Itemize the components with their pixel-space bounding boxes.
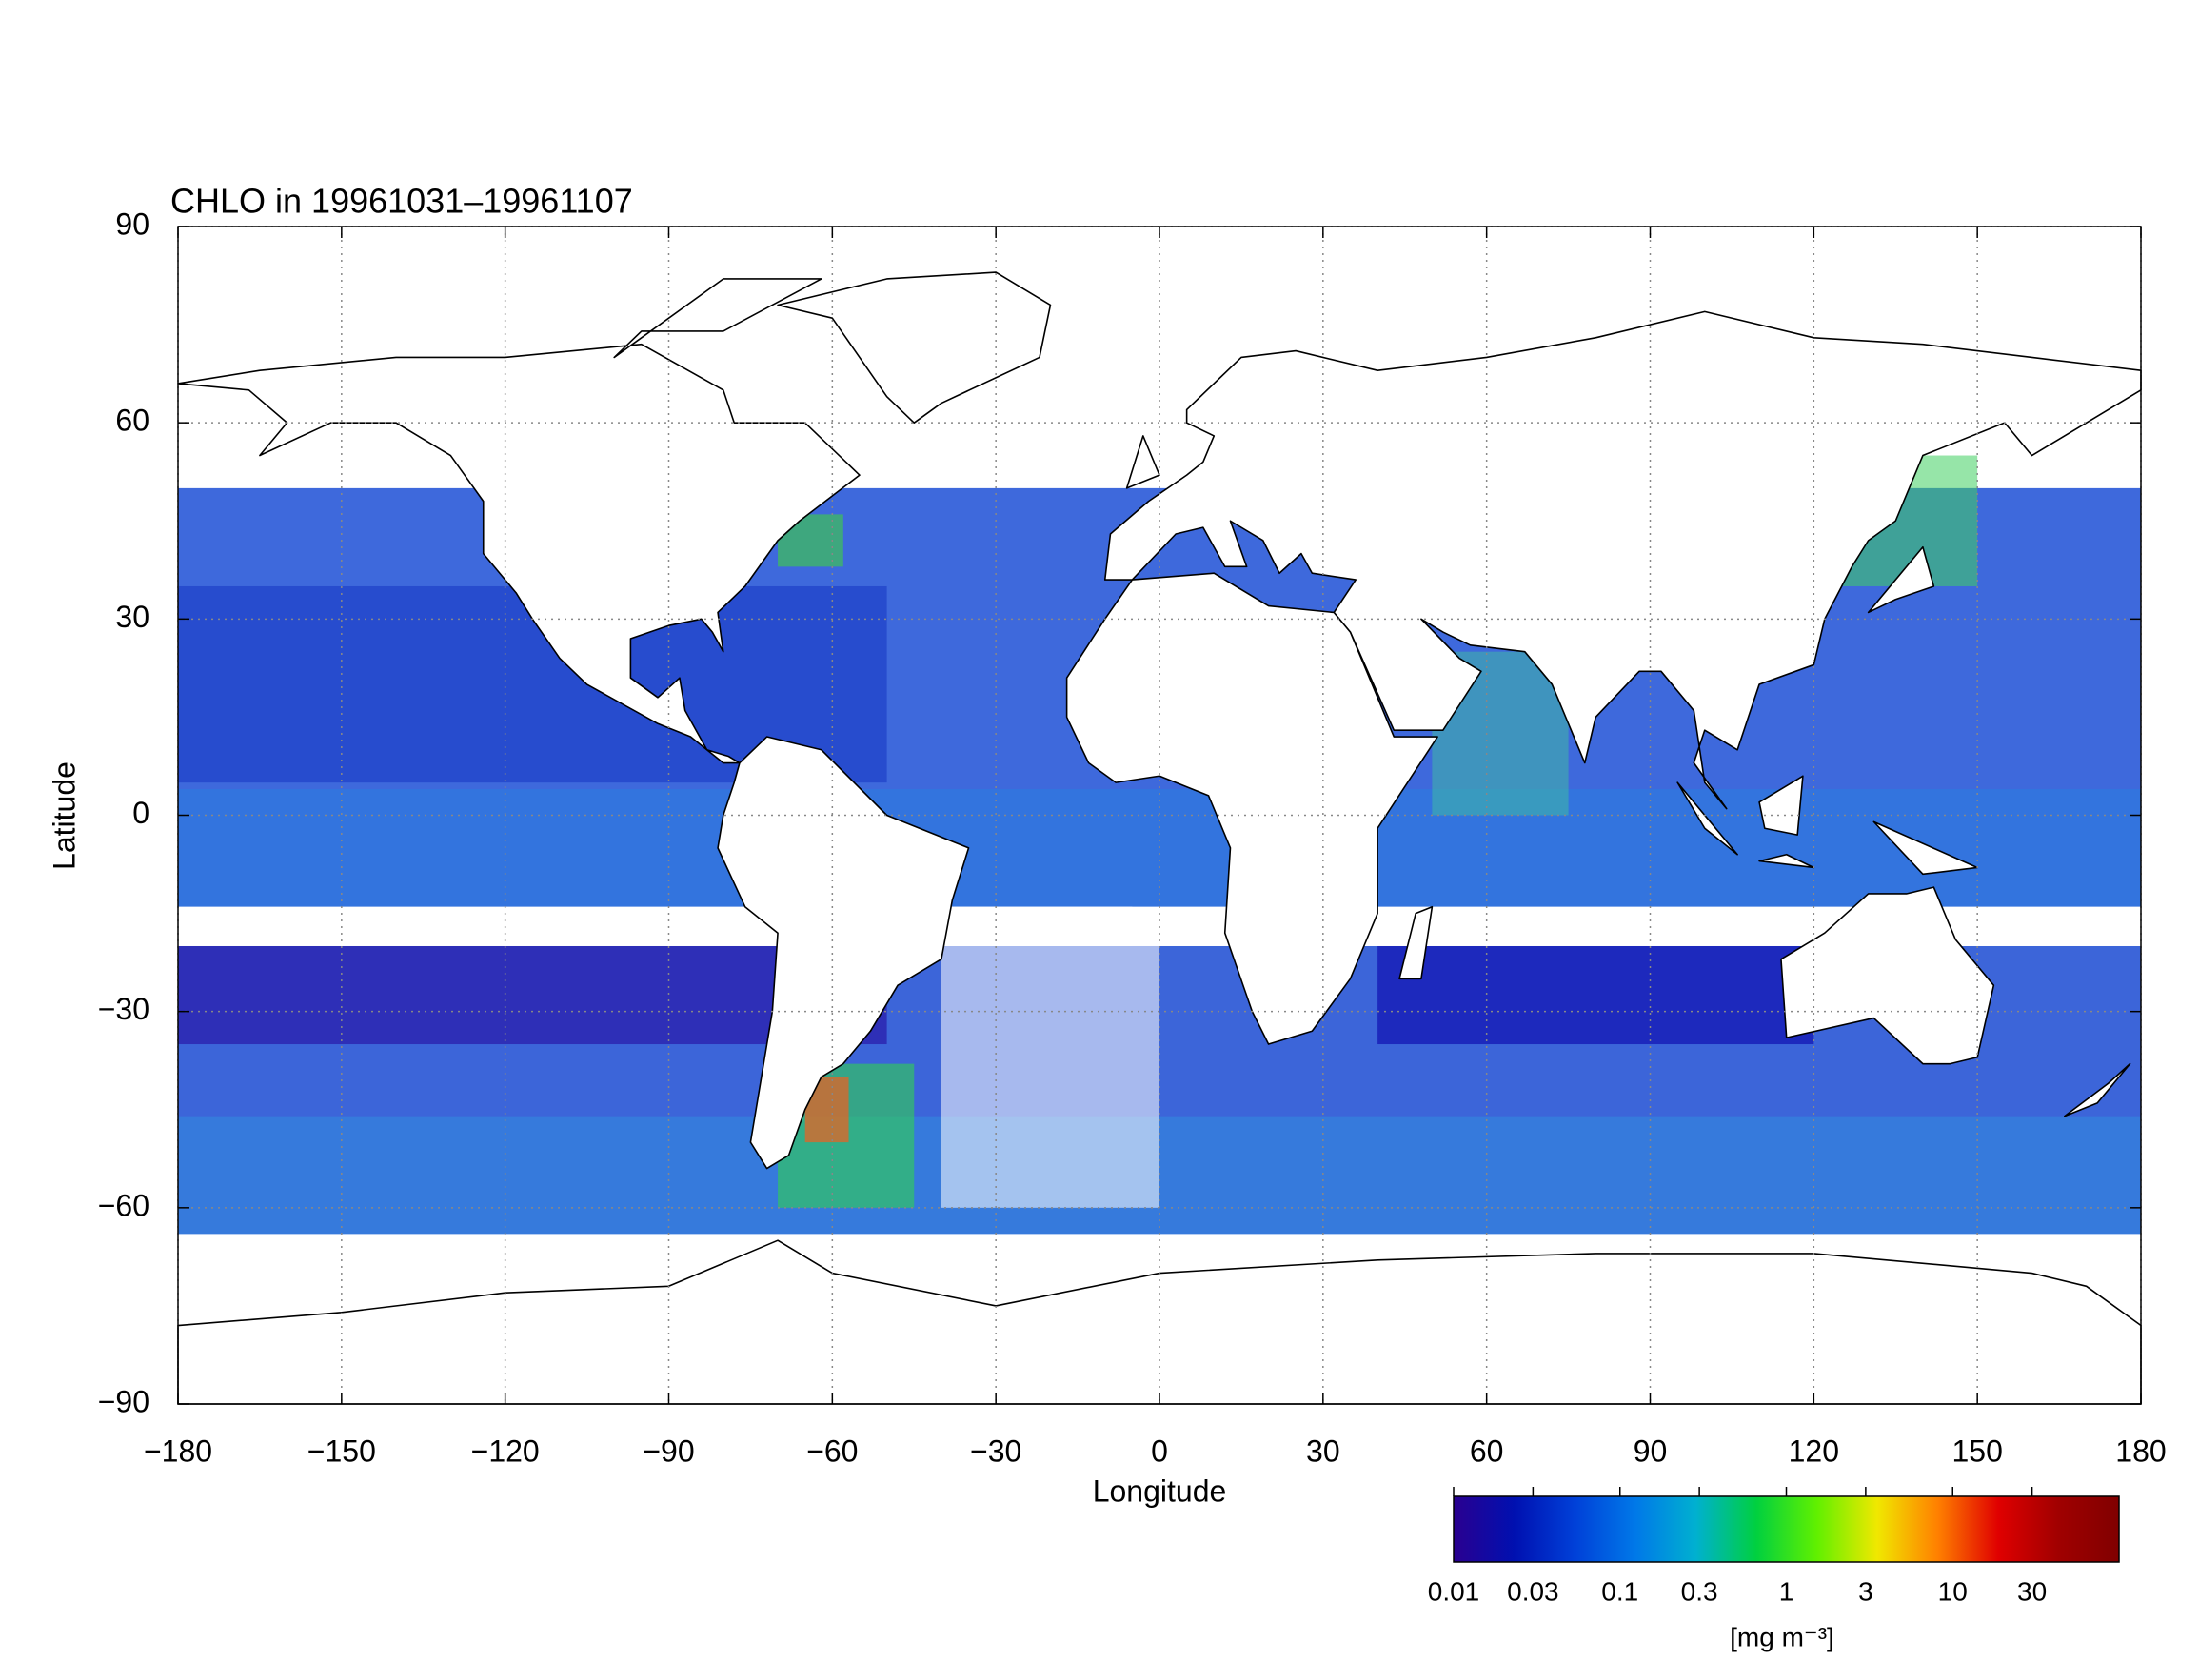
colorbar-tick-label: 0.1 — [1601, 1576, 1638, 1606]
colorbar-tick-label: 0.3 — [1681, 1576, 1718, 1606]
y-axis-label: Latitude — [47, 761, 81, 870]
land — [178, 272, 2141, 1404]
colorbar-label: [mg m⁻³] — [1730, 1622, 1834, 1651]
x-tick-label: −90 — [643, 1433, 694, 1468]
x-tick-label: −30 — [970, 1433, 1021, 1468]
x-tick-label: −150 — [307, 1433, 376, 1468]
x-axis-label: Longitude — [1093, 1473, 1227, 1508]
x-tick-label: 30 — [1306, 1433, 1340, 1468]
colorbar — [1453, 1495, 2120, 1563]
x-tick-label: 90 — [1634, 1433, 1668, 1468]
map-title: CHLO in 19961031–19961107 — [170, 182, 633, 221]
x-tick-label: 120 — [1789, 1433, 1839, 1468]
colorbar-tick-label: 1 — [1779, 1576, 1794, 1606]
x-tick-label: −180 — [144, 1433, 212, 1468]
plot-area — [178, 226, 2141, 1404]
x-tick-label: −120 — [471, 1433, 540, 1468]
y-tick-label: 60 — [115, 404, 149, 438]
x-tick-label: 180 — [2115, 1433, 2166, 1468]
x-tick-label: 0 — [1151, 1433, 1168, 1468]
colorbar-tick-label: 30 — [2017, 1576, 2047, 1606]
colorbar-tick-label: 10 — [1938, 1576, 1968, 1606]
y-tick-label: −60 — [98, 1188, 149, 1222]
y-tick-label: 90 — [115, 207, 149, 241]
y-tick-label: −30 — [98, 992, 149, 1026]
y-tick-label: 0 — [132, 796, 149, 830]
colorbar-tick-label: 0.01 — [1428, 1576, 1480, 1606]
colorbar-tick-label: 3 — [1858, 1576, 1873, 1606]
y-tick-label: −90 — [98, 1384, 149, 1418]
x-tick-label: 150 — [1951, 1433, 2002, 1468]
x-tick-label: 60 — [1470, 1433, 1504, 1468]
y-tick-label: 30 — [115, 600, 149, 634]
x-tick-label: −60 — [806, 1433, 858, 1468]
colorbar-tick-label: 0.03 — [1507, 1576, 1559, 1606]
